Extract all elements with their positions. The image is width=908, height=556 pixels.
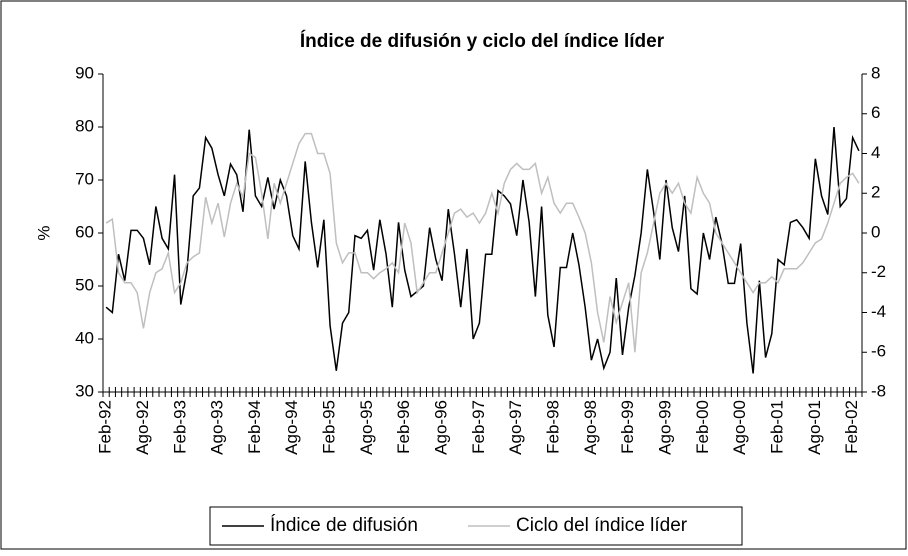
y2-tick-label: 8 — [871, 63, 880, 82]
x-tick-label: Feb-92 — [96, 400, 115, 454]
x-tick-label: Feb-97 — [469, 400, 488, 454]
y-tick-label: 60 — [75, 222, 94, 241]
x-tick-label: Ago-96 — [432, 400, 451, 455]
x-tick-label: Ago-00 — [730, 400, 749, 455]
legend-label: Índice de difusión — [270, 515, 418, 536]
legend-label: Ciclo del índice líder — [516, 515, 688, 536]
x-tick-label: Ago-99 — [656, 400, 675, 455]
chart-title: Índice de difusión y ciclo del índice lí… — [300, 30, 665, 52]
y2-tick-label: 6 — [871, 103, 880, 122]
y2-tick-label: 2 — [871, 183, 880, 202]
x-tick-label: Ago-93 — [208, 400, 227, 455]
x-tick-label: Ago-98 — [581, 400, 600, 455]
y-axis-label: % — [34, 225, 53, 240]
x-tick-label: Feb-95 — [320, 400, 339, 454]
series-line — [105, 132, 860, 353]
x-tick-label: Ago-97 — [506, 400, 525, 455]
y2-tick-label: -2 — [871, 262, 886, 281]
x-tick-label: Ago-95 — [357, 400, 376, 455]
x-tick-label: Ago-92 — [133, 400, 152, 455]
y2-tick-label: 4 — [871, 143, 880, 162]
x-tick-label: Feb-01 — [767, 400, 786, 454]
y2-tick-label: 0 — [871, 222, 880, 241]
x-tick-label: Feb-94 — [245, 400, 264, 454]
x-tick-label: Feb-00 — [693, 400, 712, 454]
x-tick-label: Ago-01 — [805, 400, 824, 455]
x-tick-label: Feb-98 — [544, 400, 563, 454]
y2-tick-label: -6 — [871, 342, 886, 361]
y-tick-label: 50 — [75, 275, 94, 294]
series-line — [105, 126, 860, 374]
y2-tick-label: -4 — [871, 302, 886, 321]
y-tick-label: 80 — [75, 116, 94, 135]
x-tick-label: Feb-96 — [394, 400, 413, 454]
y2-tick-label: -8 — [871, 381, 886, 400]
y-tick-label: 40 — [75, 328, 94, 347]
y-tick-label: 30 — [75, 381, 94, 400]
y-tick-label: 70 — [75, 169, 94, 188]
x-tick-label: Feb-93 — [170, 400, 189, 454]
x-tick-label: Ago-94 — [282, 400, 301, 455]
y-tick-label: 90 — [75, 63, 94, 82]
x-tick-label: Feb-02 — [842, 400, 861, 454]
x-tick-label: Feb-99 — [618, 400, 637, 454]
